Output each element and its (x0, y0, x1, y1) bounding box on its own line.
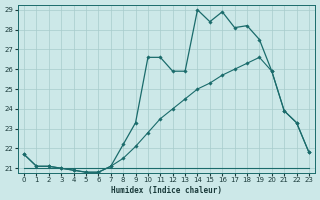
X-axis label: Humidex (Indice chaleur): Humidex (Indice chaleur) (111, 186, 222, 195)
